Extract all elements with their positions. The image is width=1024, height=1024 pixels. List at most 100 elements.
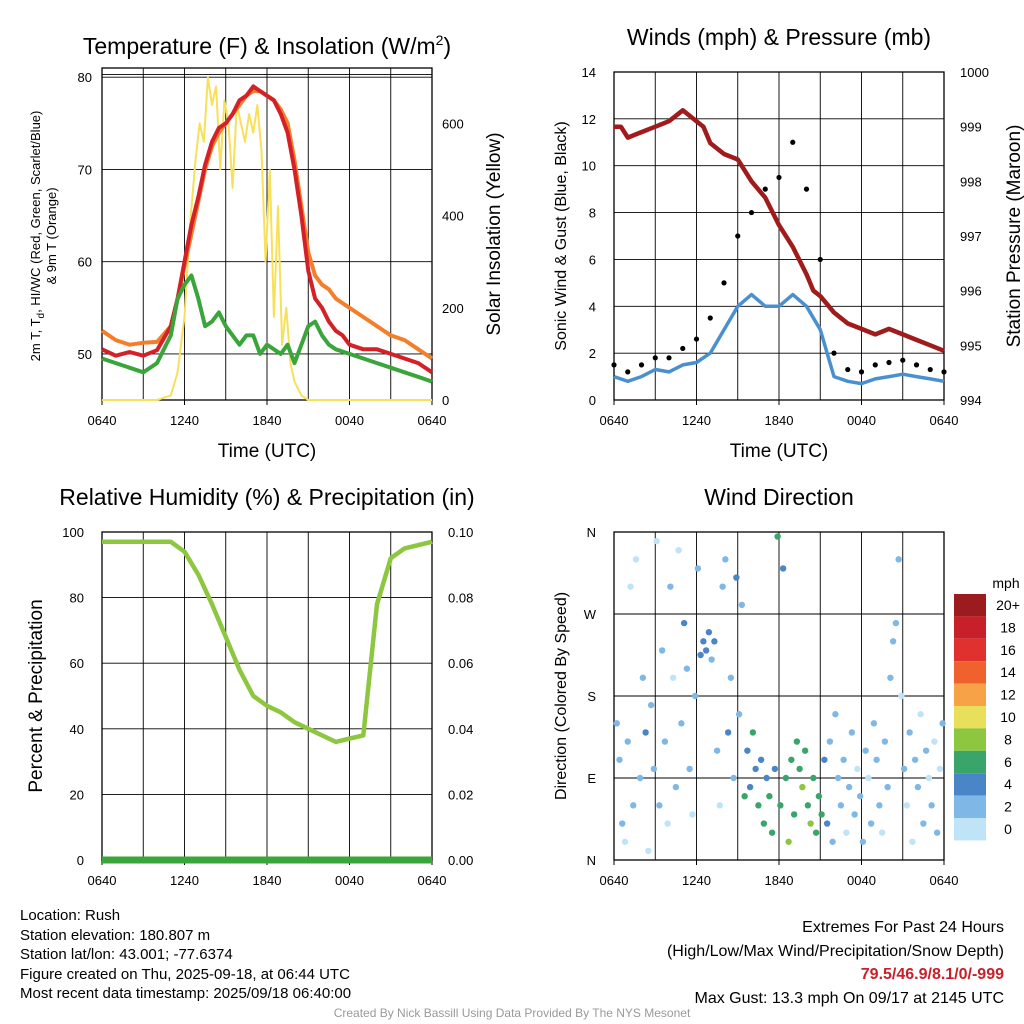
direction-point	[672, 783, 680, 791]
direction-point	[744, 747, 751, 754]
colorbar-label: 10	[1000, 709, 1016, 725]
direction-point	[763, 774, 770, 782]
direction-point	[939, 720, 946, 727]
direction-point	[799, 783, 806, 791]
direction-point	[755, 802, 762, 809]
direction-point	[713, 747, 721, 754]
y-right-tick-label: 0.10	[448, 525, 473, 540]
y-tick-label: 6	[589, 252, 596, 267]
y-tick-label: W	[584, 607, 597, 622]
x-tick-label: 1240	[682, 413, 711, 428]
direction-point	[760, 820, 768, 827]
gust-point	[680, 345, 686, 352]
direction-point	[848, 729, 856, 736]
direction-point	[680, 619, 688, 627]
direction-point	[843, 829, 850, 836]
direction-point	[727, 674, 735, 681]
gust-point	[638, 362, 645, 368]
direction-point	[892, 619, 900, 627]
direction-point	[887, 674, 894, 681]
direction-point	[876, 802, 883, 809]
direction-point	[689, 811, 696, 818]
y-right-tick-label: 0.00	[448, 853, 473, 868]
direction-point	[873, 756, 880, 763]
y-tick-label: 60	[70, 656, 84, 671]
direction-point	[785, 838, 792, 845]
direction-point	[691, 692, 699, 700]
direction-point	[856, 793, 864, 800]
y-right-tick-label: 999	[960, 120, 982, 135]
y-right-tick-label: 994	[960, 393, 982, 408]
direction-point	[807, 820, 814, 827]
y-right-tick-label: 0	[442, 393, 449, 408]
gust-point	[927, 366, 933, 373]
x-tick-label: 0640	[418, 413, 447, 428]
direction-point	[686, 765, 693, 773]
direction-point	[627, 583, 634, 590]
direction-point	[645, 847, 652, 855]
x-tick-label: 1840	[765, 873, 794, 888]
direction-point	[661, 738, 669, 745]
direction-point	[733, 574, 740, 581]
y-tick-label: 8	[589, 206, 596, 221]
direction-point	[664, 820, 671, 827]
direction-point	[823, 820, 831, 827]
direction-point	[793, 738, 801, 745]
direction-point	[619, 820, 626, 827]
colorbar-swatch	[954, 616, 986, 639]
extremes-values: 79.5/46.9/8.1/0/-999	[860, 966, 1004, 983]
y-tick-label: 60	[78, 255, 92, 270]
colorbar-label: 14	[1000, 664, 1016, 680]
y-tick-label: 14	[582, 65, 596, 80]
station-info: Location: Rush Station elevation: 180.80…	[20, 906, 351, 1004]
direction-point	[766, 793, 773, 800]
direction-point	[774, 533, 781, 540]
y-tick-label: 40	[70, 722, 84, 737]
direction-point	[925, 774, 933, 782]
direction-point	[862, 747, 869, 754]
colorbar-label: 4	[1004, 776, 1012, 792]
direction-point	[818, 811, 825, 818]
direction-point	[810, 774, 817, 782]
direction-point	[788, 756, 795, 763]
direction-point	[722, 556, 729, 563]
colorbar-swatch	[954, 728, 986, 751]
gust-point	[886, 359, 892, 366]
direction-point	[821, 756, 828, 763]
x-tick-label: 0640	[600, 873, 629, 888]
x-tick-label: 1840	[253, 413, 282, 428]
direction-point	[917, 711, 924, 718]
x-tick-label: 1840	[253, 873, 282, 888]
y-tick-label: 4	[589, 299, 596, 314]
direction-point	[837, 802, 845, 809]
y-tick-label: 0	[77, 853, 84, 868]
direction-point	[933, 829, 941, 836]
gust-point	[721, 280, 727, 286]
series-line-station-pressure	[614, 108, 945, 353]
direction-point	[694, 565, 702, 572]
max-gust-text: Max Gust: 13.3 mph On 09/17 at 2145 UTC	[694, 989, 1005, 1007]
direction-point	[749, 729, 757, 736]
direction-point	[801, 747, 809, 754]
x-tick-label: 1240	[170, 873, 199, 888]
y-tick-label: 50	[78, 347, 92, 362]
direction-point	[796, 765, 803, 773]
direction-point	[636, 774, 644, 782]
y-right-tick-label: 200	[442, 301, 464, 316]
gust-point	[858, 369, 865, 375]
direction-point	[768, 829, 776, 836]
direction-point	[909, 838, 916, 845]
direction-point	[790, 811, 798, 818]
y-axis-label-pressure: Station Pressure (Maroon)	[1004, 125, 1024, 348]
created-text: Figure created on Thu, 2025-09-18, at 06…	[20, 965, 350, 983]
direction-point	[906, 729, 913, 736]
direction-point	[829, 838, 836, 845]
x-tick-label: 1240	[170, 413, 199, 428]
colorbar-swatch	[954, 818, 986, 841]
gust-point	[900, 357, 906, 363]
gust-point	[611, 362, 617, 368]
y-tick-label: 12	[582, 112, 596, 127]
direction-point	[667, 583, 674, 590]
y-right-tick-label: 997	[960, 229, 982, 244]
y-right-tick-label: 0.04	[448, 722, 473, 737]
